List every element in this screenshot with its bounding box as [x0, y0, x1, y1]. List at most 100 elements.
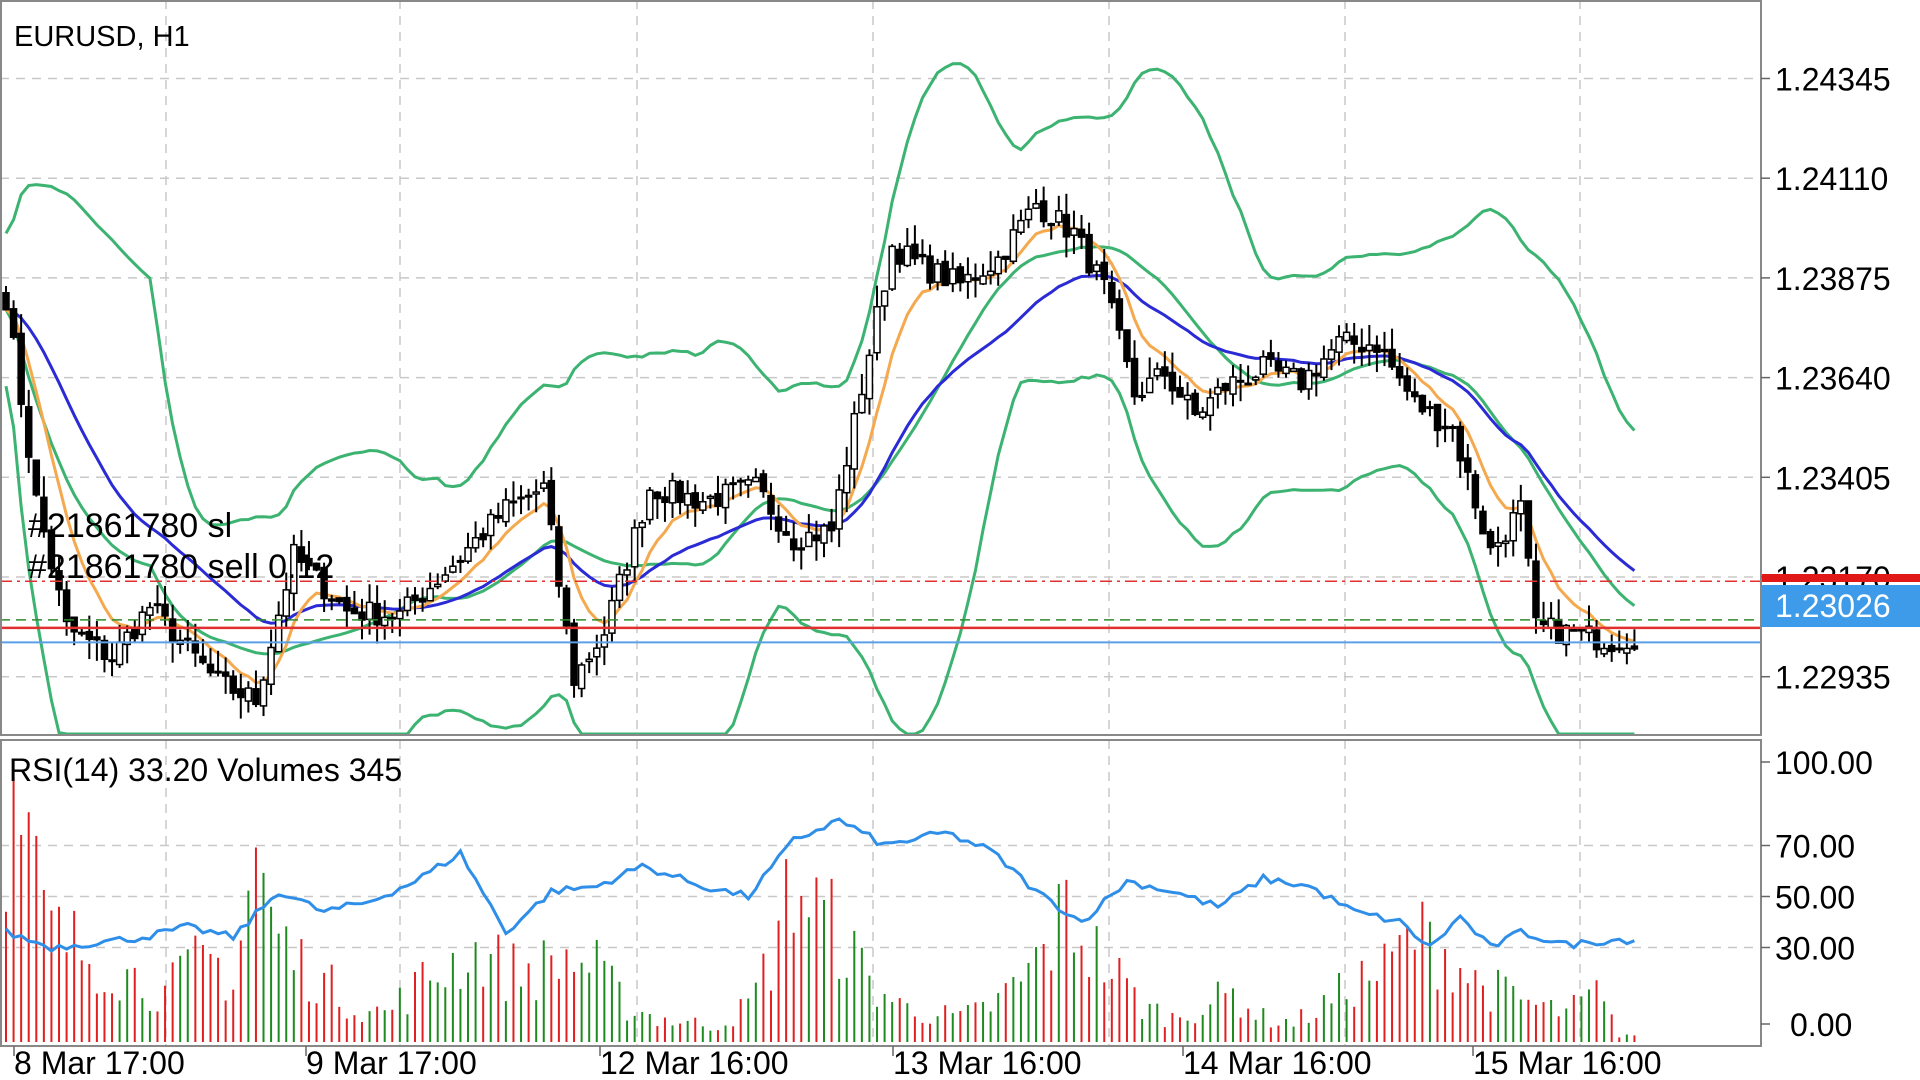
candle-body	[9, 308, 18, 338]
candle-body	[471, 536, 480, 549]
candle-body	[100, 639, 109, 660]
candle-body	[1274, 360, 1283, 372]
candle-body	[1524, 500, 1533, 559]
candle-body	[396, 610, 404, 620]
candle-body	[418, 598, 427, 603]
candle-body	[933, 263, 942, 283]
candle-body	[184, 637, 192, 641]
candle-body	[1365, 344, 1374, 352]
candle-body	[547, 479, 556, 526]
candle-body	[456, 559, 465, 563]
candle-body	[971, 277, 980, 281]
candle-body	[161, 603, 169, 617]
candle-body	[903, 245, 912, 267]
candle-body	[464, 546, 472, 562]
candle-body	[1138, 394, 1146, 399]
candle-body	[562, 587, 571, 627]
candle-body	[1479, 510, 1487, 535]
candle-body	[1456, 425, 1464, 462]
candle-body	[1327, 349, 1336, 360]
candle-body	[1161, 366, 1169, 377]
candle-body	[77, 631, 86, 635]
candle-body	[926, 255, 934, 284]
candle-body	[486, 513, 495, 537]
candle-body	[1176, 386, 1184, 398]
candle-body	[494, 515, 503, 519]
candle-body	[774, 516, 783, 532]
candle-body	[305, 557, 313, 567]
candle-body	[1517, 500, 1525, 515]
candle-body	[1251, 376, 1260, 381]
candle-body	[895, 248, 904, 265]
order-label-sell[interactable]: #21861780 sell 0.12	[28, 548, 334, 586]
candle-body	[199, 655, 207, 664]
candle-body	[1055, 210, 1063, 223]
candle-body	[411, 594, 419, 602]
candle-body	[1373, 344, 1381, 353]
candle-body	[1002, 255, 1010, 260]
price-tick-label: 1.24110	[1775, 161, 1888, 197]
candle-body	[888, 245, 896, 290]
candle-body	[1418, 394, 1427, 413]
panel-frames	[0, 0, 1762, 1047]
candle-body	[1267, 352, 1275, 360]
time-tick-label: 13 Mar 16:00	[893, 1045, 1082, 1080]
candle-body	[949, 268, 957, 285]
candle-body	[1607, 644, 1616, 653]
candle-body	[812, 534, 821, 542]
candle-body	[714, 492, 722, 507]
order-label-sl[interactable]: #21861780 sl	[28, 507, 232, 545]
candle-body	[1108, 281, 1116, 304]
candle-body	[1509, 512, 1517, 542]
current-price-value: 1.23026	[1775, 588, 1891, 624]
candle-body	[1009, 229, 1018, 263]
candle-body	[638, 521, 646, 529]
candle-body	[1168, 371, 1177, 392]
candle-body	[1592, 629, 1601, 651]
candle-body	[1358, 346, 1366, 353]
candle-body	[214, 670, 222, 674]
order-lines[interactable]	[0, 580, 1761, 644]
candle-body	[1229, 376, 1237, 395]
candle-body	[1562, 624, 1571, 646]
candle-body	[449, 565, 457, 573]
candle-body	[1615, 647, 1624, 651]
candle-body	[570, 622, 578, 686]
candle-body	[138, 611, 147, 636]
candle-body	[1024, 208, 1033, 221]
candle-body	[1448, 426, 1457, 430]
candle-body	[252, 688, 260, 706]
candle-body	[168, 618, 177, 643]
candle-body	[986, 270, 995, 276]
time-tick-label: 8 Mar 17:00	[14, 1045, 185, 1080]
candlesticks	[2, 186, 1639, 719]
candle-body	[918, 253, 927, 258]
candle-body	[502, 499, 510, 523]
candle-body	[880, 290, 889, 307]
candle-body	[115, 641, 124, 666]
candle-body	[206, 663, 215, 674]
candle-body	[55, 570, 63, 591]
candle-body	[426, 587, 434, 602]
candle-body	[70, 616, 78, 633]
candle-body	[267, 646, 275, 686]
candle-body	[623, 569, 631, 576]
price-tick-label: 1.22935	[1775, 660, 1891, 696]
candle-body	[388, 616, 397, 620]
candle-body	[1017, 219, 1025, 233]
candle-body	[441, 574, 450, 582]
candle-body	[1464, 457, 1472, 473]
candle-body	[850, 412, 859, 470]
candle-body	[259, 679, 268, 707]
candle-body	[797, 547, 806, 551]
candle-body	[1532, 560, 1540, 619]
indicator-axis: 100.00 70.00 50.00 30.00 0.00	[1761, 745, 1873, 1043]
indicator-tick-label: 0.00	[1790, 1007, 1852, 1043]
candle-body	[365, 601, 374, 621]
candle-body	[1191, 392, 1199, 416]
candle-body	[1312, 372, 1321, 377]
time-tick-label: 14 Mar 16:00	[1183, 1045, 1372, 1080]
price-tick-label: 1.23875	[1775, 261, 1891, 297]
